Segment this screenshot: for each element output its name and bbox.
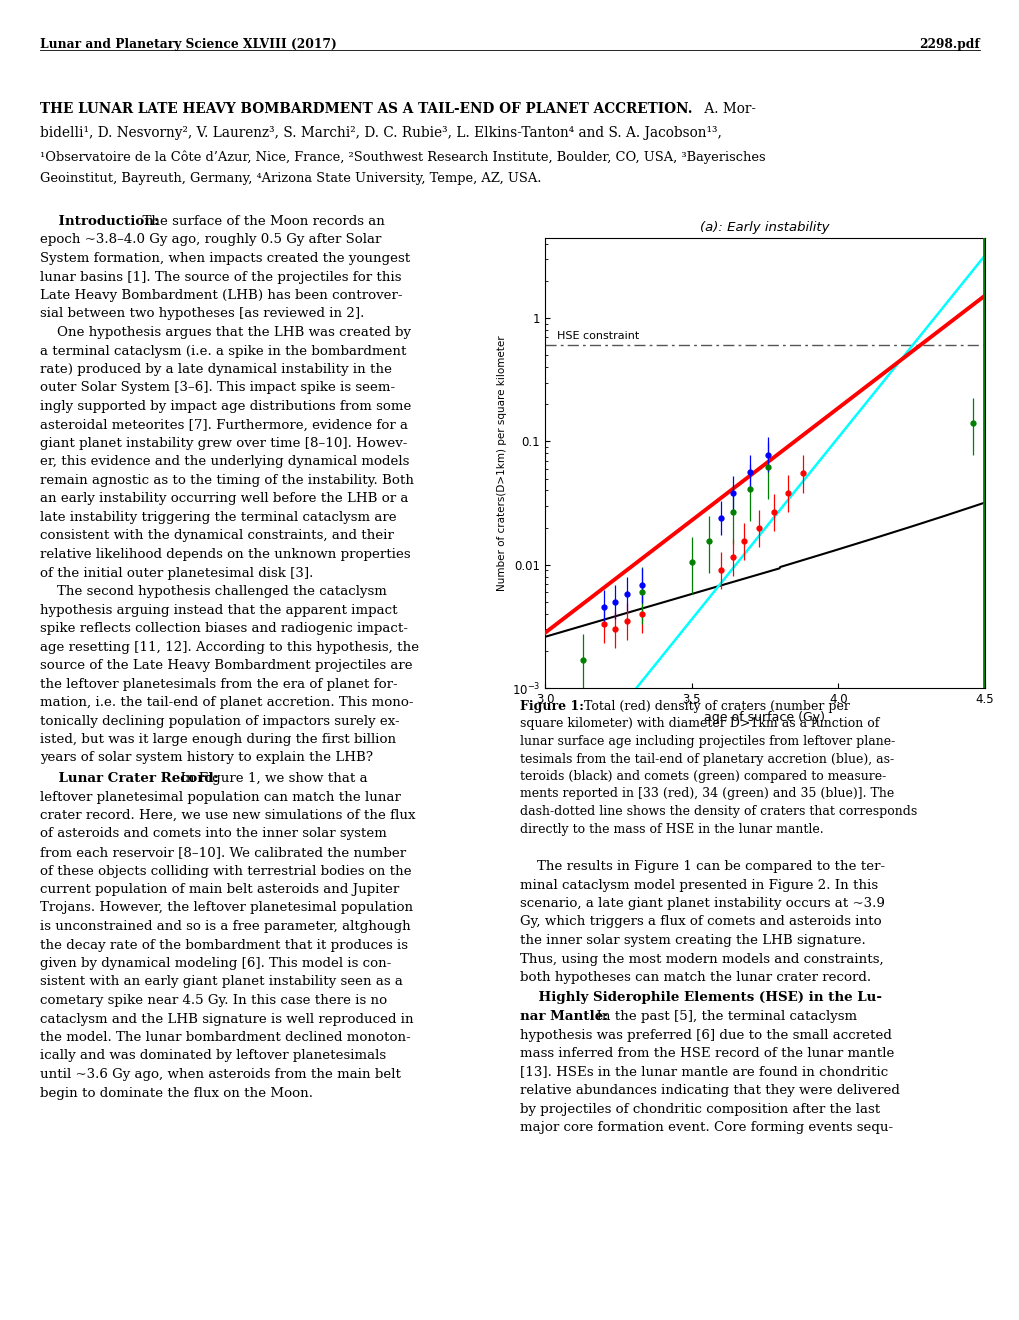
Text: remain agnostic as to the timing of the instability. Both: remain agnostic as to the timing of the … bbox=[40, 474, 414, 487]
Text: Figure 1:: Figure 1: bbox=[520, 700, 583, 713]
Text: [13]. HSEs in the lunar mantle are found in chondritic: [13]. HSEs in the lunar mantle are found… bbox=[520, 1065, 888, 1078]
Text: both hypotheses can match the lunar crater record.: both hypotheses can match the lunar crat… bbox=[520, 972, 870, 983]
Text: until ~3.6 Gy ago, when asteroids from the main belt: until ~3.6 Gy ago, when asteroids from t… bbox=[40, 1068, 400, 1081]
Text: relative abundances indicating that they were delivered: relative abundances indicating that they… bbox=[520, 1084, 899, 1097]
Text: In Figure 1, we show that a: In Figure 1, we show that a bbox=[172, 772, 367, 785]
Text: nar Mantle:: nar Mantle: bbox=[520, 1010, 607, 1023]
Text: the inner solar system creating the LHB signature.: the inner solar system creating the LHB … bbox=[520, 935, 865, 946]
Text: THE LUNAR LATE HEAVY BOMBARDMENT AS A TAIL-END OF PLANET ACCRETION.: THE LUNAR LATE HEAVY BOMBARDMENT AS A TA… bbox=[40, 102, 692, 116]
Text: Thus, using the most modern models and constraints,: Thus, using the most modern models and c… bbox=[520, 953, 882, 965]
Text: 2298.pdf: 2298.pdf bbox=[918, 38, 979, 51]
Text: giant planet instability grew over time [8–10]. Howev-: giant planet instability grew over time … bbox=[40, 437, 407, 450]
Text: square kilometer) with diameter D>1km as a function of: square kilometer) with diameter D>1km as… bbox=[520, 718, 878, 730]
Text: hypothesis arguing instead that the apparent impact: hypothesis arguing instead that the appa… bbox=[40, 603, 397, 616]
Text: major core formation event. Core forming events sequ-: major core formation event. Core forming… bbox=[520, 1121, 893, 1134]
Title: (a): Early instability: (a): Early instability bbox=[700, 220, 828, 234]
Text: relative likelihood depends on the unknown properties: relative likelihood depends on the unkno… bbox=[40, 548, 411, 561]
Text: Late Heavy Bombardment (LHB) has been controver-: Late Heavy Bombardment (LHB) has been co… bbox=[40, 289, 403, 302]
Text: cataclysm and the LHB signature is well reproduced in: cataclysm and the LHB signature is well … bbox=[40, 1012, 414, 1026]
Text: cometary spike near 4.5 Gy. In this case there is no: cometary spike near 4.5 Gy. In this case… bbox=[40, 994, 387, 1007]
Text: sistent with an early giant planet instability seen as a: sistent with an early giant planet insta… bbox=[40, 975, 403, 989]
Text: scenario, a late giant planet instability occurs at ~3.9: scenario, a late giant planet instabilit… bbox=[520, 898, 884, 909]
Text: ically and was dominated by leftover planetesimals: ically and was dominated by leftover pla… bbox=[40, 1049, 386, 1063]
Text: age resetting [11, 12]. According to this hypothesis, the: age resetting [11, 12]. According to thi… bbox=[40, 640, 419, 653]
Text: teroids (black) and comets (green) compared to measure-: teroids (black) and comets (green) compa… bbox=[520, 770, 886, 783]
Text: mation, i.e. the tail-end of planet accretion. This mono-: mation, i.e. the tail-end of planet accr… bbox=[40, 696, 413, 709]
Text: late instability triggering the terminal cataclysm are: late instability triggering the terminal… bbox=[40, 511, 396, 524]
Text: crater record. Here, we use new simulations of the flux: crater record. Here, we use new simulati… bbox=[40, 809, 415, 822]
Text: the model. The lunar bombardment declined monoton-: the model. The lunar bombardment decline… bbox=[40, 1031, 411, 1044]
Text: years of solar system history to explain the LHB?: years of solar system history to explain… bbox=[40, 751, 373, 764]
Text: Geoinstitut, Bayreuth, Germany, ⁴Arizona State University, Tempe, AZ, USA.: Geoinstitut, Bayreuth, Germany, ⁴Arizona… bbox=[40, 172, 541, 185]
Text: consistent with the dynamical constraints, and their: consistent with the dynamical constraint… bbox=[40, 529, 393, 543]
Text: Lunar Crater Record:: Lunar Crater Record: bbox=[40, 772, 218, 785]
Text: HSE constraint: HSE constraint bbox=[556, 331, 638, 342]
Text: System formation, when impacts created the youngest: System formation, when impacts created t… bbox=[40, 252, 410, 265]
Text: rate) produced by a late dynamical instability in the: rate) produced by a late dynamical insta… bbox=[40, 363, 391, 376]
Text: Highly Siderophile Elements (HSE) in the Lu-: Highly Siderophile Elements (HSE) in the… bbox=[520, 991, 881, 1005]
Text: by projectiles of chondritic composition after the last: by projectiles of chondritic composition… bbox=[520, 1102, 879, 1115]
Text: hypothesis was preferred [6] due to the small accreted: hypothesis was preferred [6] due to the … bbox=[520, 1028, 891, 1041]
Text: mass inferred from the HSE record of the lunar mantle: mass inferred from the HSE record of the… bbox=[520, 1047, 894, 1060]
Text: asteroidal meteorites [7]. Furthermore, evidence for a: asteroidal meteorites [7]. Furthermore, … bbox=[40, 418, 408, 432]
Text: of the initial outer planetesimal disk [3].: of the initial outer planetesimal disk [… bbox=[40, 566, 313, 579]
Text: source of the Late Heavy Bombardment projectiles are: source of the Late Heavy Bombardment pro… bbox=[40, 659, 413, 672]
Text: the decay rate of the bombardment that it produces is: the decay rate of the bombardment that i… bbox=[40, 939, 408, 952]
Text: of these objects colliding with terrestrial bodies on the: of these objects colliding with terrestr… bbox=[40, 865, 412, 878]
Text: a terminal cataclysm (i.e. a spike in the bombardment: a terminal cataclysm (i.e. a spike in th… bbox=[40, 345, 407, 358]
Text: begin to dominate the flux on the Moon.: begin to dominate the flux on the Moon. bbox=[40, 1086, 313, 1100]
Text: bidelli¹, D. Nesvorny², V. Laurenz³, S. Marchi², D. C. Rubie³, L. Elkins-Tanton⁴: bidelli¹, D. Nesvorny², V. Laurenz³, S. … bbox=[40, 125, 721, 140]
Text: Introduction:: Introduction: bbox=[40, 215, 159, 228]
Text: Lunar and Planetary Science XLVIII (2017): Lunar and Planetary Science XLVIII (2017… bbox=[40, 38, 336, 51]
Text: er, this evidence and the underlying dynamical models: er, this evidence and the underlying dyn… bbox=[40, 455, 409, 469]
Text: tonically declining population of impactors surely ex-: tonically declining population of impact… bbox=[40, 714, 399, 727]
Text: The second hypothesis challenged the cataclysm: The second hypothesis challenged the cat… bbox=[40, 585, 386, 598]
Text: leftover planetesimal population can match the lunar: leftover planetesimal population can mat… bbox=[40, 791, 400, 804]
Text: One hypothesis argues that the LHB was created by: One hypothesis argues that the LHB was c… bbox=[40, 326, 411, 339]
Text: directly to the mass of HSE in the lunar mantle.: directly to the mass of HSE in the lunar… bbox=[520, 822, 822, 836]
Text: current population of main belt asteroids and Jupiter: current population of main belt asteroid… bbox=[40, 883, 398, 896]
Text: lunar basins [1]. The source of the projectiles for this: lunar basins [1]. The source of the proj… bbox=[40, 271, 401, 284]
Text: given by dynamical modeling [6]. This model is con-: given by dynamical modeling [6]. This mo… bbox=[40, 957, 391, 970]
Text: isted, but was it large enough during the first billion: isted, but was it large enough during th… bbox=[40, 733, 395, 746]
Text: In the past [5], the terminal cataclysm: In the past [5], the terminal cataclysm bbox=[587, 1010, 856, 1023]
Text: of asteroids and comets into the inner solar system: of asteroids and comets into the inner s… bbox=[40, 828, 386, 841]
Text: Trojans. However, the leftover planetesimal population: Trojans. However, the leftover planetesi… bbox=[40, 902, 413, 915]
Text: from each reservoir [8–10]. We calibrated the number: from each reservoir [8–10]. We calibrate… bbox=[40, 846, 406, 859]
Text: ingly supported by impact age distributions from some: ingly supported by impact age distributi… bbox=[40, 400, 411, 413]
Text: the leftover planetesimals from the era of planet for-: the leftover planetesimals from the era … bbox=[40, 677, 397, 690]
Text: outer Solar System [3–6]. This impact spike is seem-: outer Solar System [3–6]. This impact sp… bbox=[40, 381, 394, 395]
Text: tesimals from the tail-end of planetary accretion (blue), as-: tesimals from the tail-end of planetary … bbox=[520, 752, 894, 766]
Y-axis label: Number of craters(D>1km) per square kilometer: Number of craters(D>1km) per square kilo… bbox=[497, 335, 507, 591]
Text: epoch ~3.8–4.0 Gy ago, roughly 0.5 Gy after Solar: epoch ~3.8–4.0 Gy ago, roughly 0.5 Gy af… bbox=[40, 234, 381, 247]
Text: sial between two hypotheses [as reviewed in 2].: sial between two hypotheses [as reviewed… bbox=[40, 308, 364, 321]
Text: ments reported in [33 (red), 34 (green) and 35 (blue)]. The: ments reported in [33 (red), 34 (green) … bbox=[520, 788, 894, 800]
Text: lunar surface age including projectiles from leftover plane-: lunar surface age including projectiles … bbox=[520, 735, 895, 748]
Text: The surface of the Moon records an: The surface of the Moon records an bbox=[133, 215, 384, 228]
Text: minal cataclysm model presented in Figure 2. In this: minal cataclysm model presented in Figur… bbox=[520, 879, 877, 891]
Text: Total (red) density of craters (number per: Total (red) density of craters (number p… bbox=[576, 700, 849, 713]
Text: spike reflects collection biases and radiogenic impact-: spike reflects collection biases and rad… bbox=[40, 622, 408, 635]
Text: dash-dotted line shows the density of craters that corresponds: dash-dotted line shows the density of cr… bbox=[520, 805, 916, 818]
Text: The results in Figure 1 can be compared to the ter-: The results in Figure 1 can be compared … bbox=[520, 861, 884, 873]
X-axis label: age of surface (Gy): age of surface (Gy) bbox=[704, 711, 824, 725]
Text: an early instability occurring well before the LHB or a: an early instability occurring well befo… bbox=[40, 492, 408, 506]
Text: ¹Observatoire de la Côte d’Azur, Nice, France, ²Southwest Research Institute, Bo: ¹Observatoire de la Côte d’Azur, Nice, F… bbox=[40, 150, 765, 164]
Text: Gy, which triggers a flux of comets and asteroids into: Gy, which triggers a flux of comets and … bbox=[520, 916, 880, 928]
Text: is unconstrained and so is a free parameter, altghough: is unconstrained and so is a free parame… bbox=[40, 920, 411, 933]
Text: A. Mor-: A. Mor- bbox=[699, 102, 755, 116]
